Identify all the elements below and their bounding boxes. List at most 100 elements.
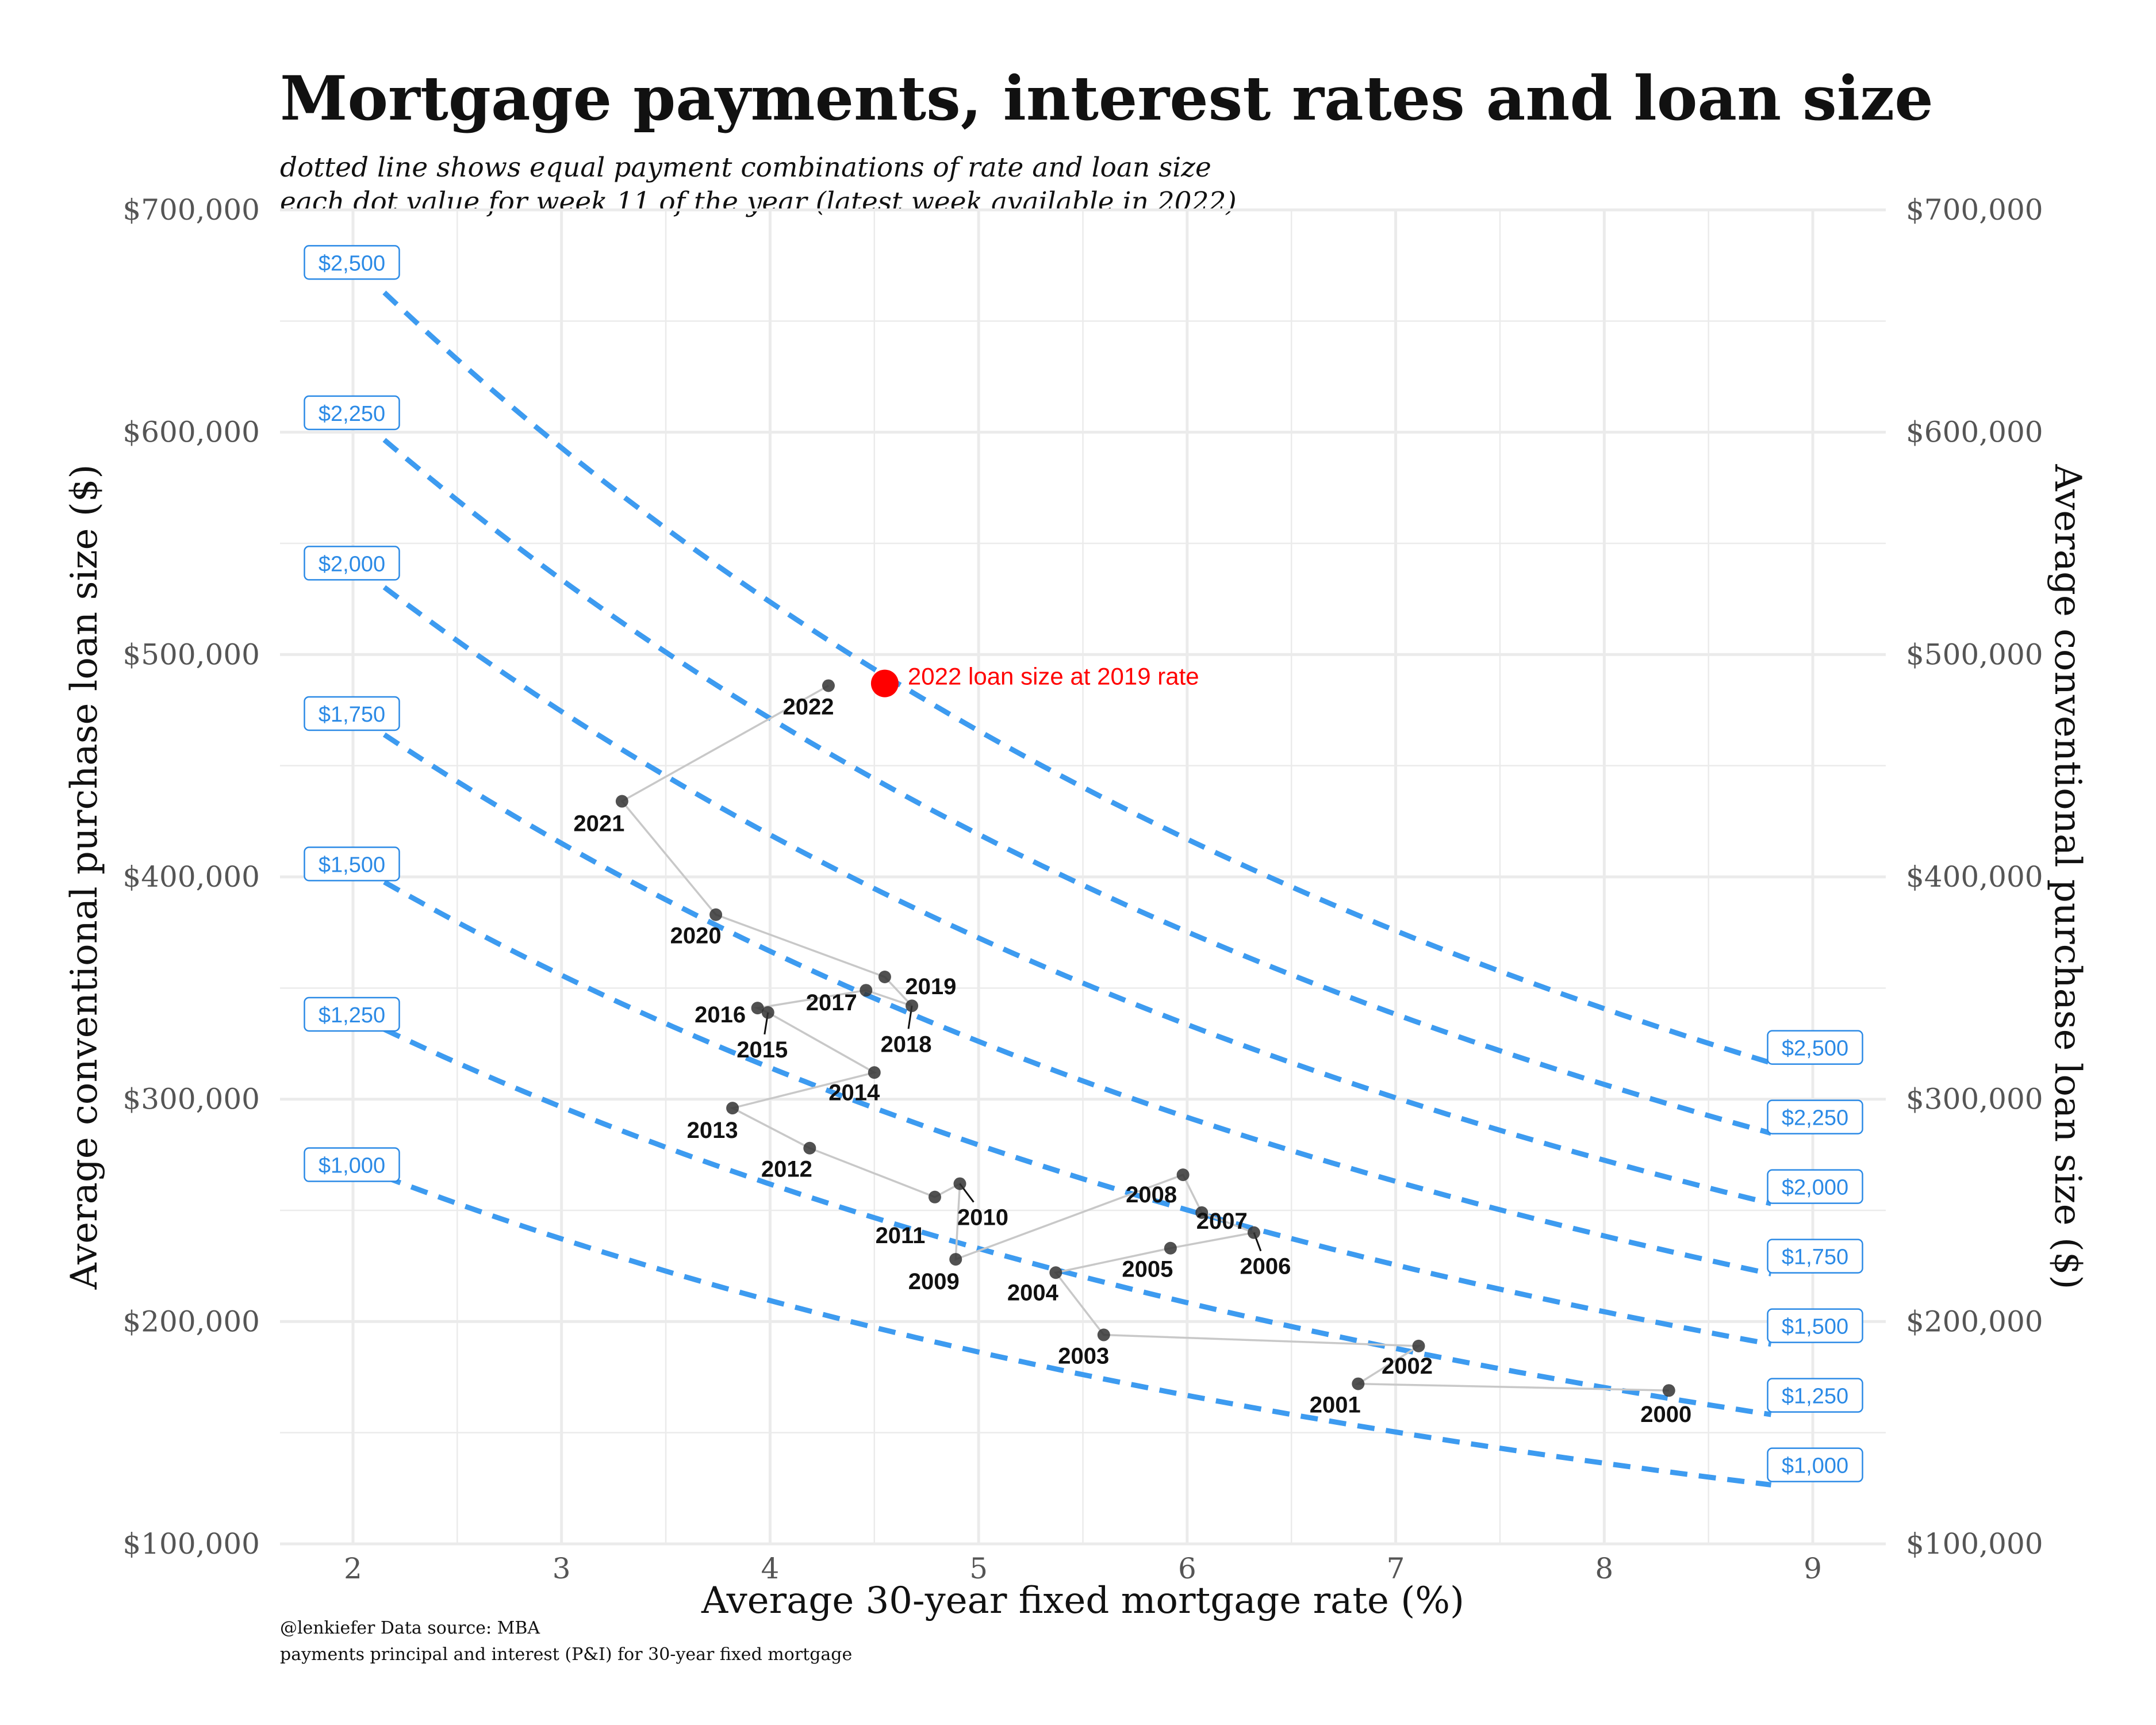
payment-label-left-text: $2,000 bbox=[319, 552, 385, 576]
payment-label-left-box bbox=[304, 696, 400, 731]
payment-label-right-text: $1,500 bbox=[1782, 1315, 1848, 1339]
payment-label-right: $1,000 bbox=[1767, 1447, 1863, 1482]
gridlines bbox=[280, 208, 1886, 1546]
y-tick-label-right: $500,000 bbox=[1906, 638, 2043, 671]
x-tick-label: 3 bbox=[553, 1552, 571, 1585]
data-point-2004 bbox=[1049, 1266, 1062, 1279]
year-label-2009: 2009 bbox=[908, 1269, 960, 1294]
payment-label-right-text: $2,250 bbox=[1782, 1106, 1848, 1130]
y-axis-title-left: Average conventional purchase loan size … bbox=[63, 464, 106, 1290]
year-label-2006: 2006 bbox=[1240, 1254, 1291, 1279]
year-label-2012: 2012 bbox=[761, 1157, 812, 1182]
year-label-2016: 2016 bbox=[695, 1002, 746, 1028]
data-point-2011 bbox=[928, 1190, 941, 1203]
x-tick-label: 2 bbox=[344, 1552, 362, 1585]
payment-curve-1750 bbox=[382, 732, 1772, 1276]
chart-subtitle-line-1: dotted line shows equal payment combinat… bbox=[280, 152, 1211, 183]
data-point-2017 bbox=[860, 984, 873, 997]
year-label-2003: 2003 bbox=[1058, 1344, 1109, 1369]
data-point-2006 bbox=[1247, 1226, 1260, 1239]
payment-label-left-text: $1,000 bbox=[319, 1154, 385, 1178]
data-points: 2000 2001 2002 2003 2004 2005 2006 2007 2008 2009… bbox=[573, 679, 1691, 1427]
data-point-2003 bbox=[1097, 1328, 1110, 1341]
y-tick-label-right: $700,000 bbox=[1906, 193, 2043, 227]
year-label-2015: 2015 bbox=[736, 1037, 788, 1063]
y-tick-label-left: $200,000 bbox=[122, 1305, 260, 1338]
payment-label-right: $1,750 bbox=[1767, 1239, 1863, 1274]
data-point-2021 bbox=[615, 795, 628, 808]
chart-caption-line-2: payments principal and interest (P&I) fo… bbox=[280, 1644, 853, 1665]
payment-label-right-box bbox=[1767, 1169, 1863, 1204]
data-point-2020 bbox=[709, 908, 723, 921]
y-tick-label-right: $200,000 bbox=[1906, 1305, 2043, 1338]
data-point-2015 bbox=[761, 1006, 774, 1019]
highlight-annotation: 2022 loan size at 2019 rate bbox=[908, 663, 1199, 690]
payment-label-right-box bbox=[1767, 1447, 1863, 1482]
data-point-2009 bbox=[949, 1253, 962, 1266]
payment-label-left-box bbox=[304, 546, 400, 581]
data-point-2013 bbox=[726, 1102, 739, 1115]
x-tick-label: 4 bbox=[761, 1552, 780, 1585]
year-label-2001: 2001 bbox=[1310, 1393, 1361, 1418]
data-point-2005 bbox=[1164, 1241, 1177, 1255]
highlight-point bbox=[870, 669, 899, 697]
year-label-2002: 2002 bbox=[1382, 1354, 1433, 1379]
year-label-2004: 2004 bbox=[1007, 1280, 1059, 1305]
payment-label-right-text: $1,250 bbox=[1782, 1385, 1848, 1409]
payment-curves bbox=[382, 290, 1772, 1488]
year-label-2000: 2000 bbox=[1640, 1402, 1691, 1427]
payment-label-left-box bbox=[304, 245, 400, 280]
payment-label-left-box bbox=[304, 395, 400, 431]
y-axis-title-right: Average conventional purchase loan size … bbox=[2046, 463, 2089, 1289]
x-tick-label: 8 bbox=[1595, 1552, 1613, 1585]
payment-label-left: $1,000 bbox=[304, 1147, 400, 1182]
y-tick-label-right: $100,000 bbox=[1906, 1527, 2043, 1561]
chart-title: Mortgage payments, interest rates and lo… bbox=[280, 62, 1934, 134]
payment-label-right: $2,000 bbox=[1767, 1169, 1863, 1204]
y-tick-label-left: $500,000 bbox=[122, 638, 260, 671]
payment-label-right-box bbox=[1767, 1308, 1863, 1343]
data-point-2012 bbox=[803, 1141, 816, 1155]
year-label-2020: 2020 bbox=[670, 923, 722, 949]
x-tick-label: 7 bbox=[1387, 1552, 1405, 1585]
payment-label-left-text: $1,500 bbox=[319, 853, 385, 877]
data-point-2008 bbox=[1176, 1168, 1190, 1182]
chart-caption-line-1: @lenkiefer Data source: MBA bbox=[280, 1618, 540, 1638]
payment-label-left: $2,500 bbox=[304, 245, 400, 280]
payment-label-right: $2,500 bbox=[1767, 1030, 1863, 1065]
payment-label-left-text: $1,750 bbox=[319, 703, 385, 727]
year-label-2010: 2010 bbox=[957, 1205, 1008, 1230]
payment-label-right-text: $2,500 bbox=[1782, 1037, 1848, 1061]
payment-label-right-text: $1,000 bbox=[1782, 1454, 1848, 1478]
x-tick-label: 6 bbox=[1178, 1552, 1196, 1585]
payment-label-right: $1,500 bbox=[1767, 1308, 1863, 1343]
payment-curve-1000 bbox=[383, 1174, 1772, 1488]
year-label-2019: 2019 bbox=[905, 974, 956, 999]
x-tick-label: 5 bbox=[969, 1552, 988, 1585]
chart-subtitle-line-2: each dot value for week 11 of the year (… bbox=[280, 186, 1237, 218]
payment-label-left: $2,250 bbox=[304, 395, 400, 431]
y-tick-label-left: $300,000 bbox=[122, 1083, 260, 1116]
y-tick-label-left: $400,000 bbox=[122, 860, 260, 894]
data-point-2014 bbox=[868, 1066, 881, 1079]
year-label-2005: 2005 bbox=[1122, 1257, 1173, 1282]
y-tick-label-right: $400,000 bbox=[1906, 860, 2043, 894]
year-label-2022: 2022 bbox=[782, 694, 834, 719]
year-label-2017: 2017 bbox=[806, 990, 857, 1015]
payment-label-right-text: $1,750 bbox=[1782, 1245, 1848, 1270]
payment-label-right: $1,250 bbox=[1767, 1378, 1863, 1413]
year-label-2007: 2007 bbox=[1196, 1209, 1248, 1234]
payment-label-left: $1,500 bbox=[304, 846, 400, 881]
payment-label-left-text: $2,250 bbox=[319, 402, 385, 426]
data-point-2016 bbox=[751, 1002, 764, 1015]
payment-label-left: $1,750 bbox=[304, 696, 400, 731]
data-point-2000 bbox=[1662, 1384, 1675, 1397]
payment-label-right-box bbox=[1767, 1378, 1863, 1413]
payment-label-left-box bbox=[304, 1147, 400, 1182]
payment-label-left-text: $2,500 bbox=[319, 251, 385, 275]
year-label-2021: 2021 bbox=[573, 811, 624, 837]
payment-curve-2250 bbox=[382, 438, 1772, 1136]
data-point-2002 bbox=[1412, 1339, 1425, 1352]
payment-label-right: $2,250 bbox=[1767, 1099, 1863, 1134]
